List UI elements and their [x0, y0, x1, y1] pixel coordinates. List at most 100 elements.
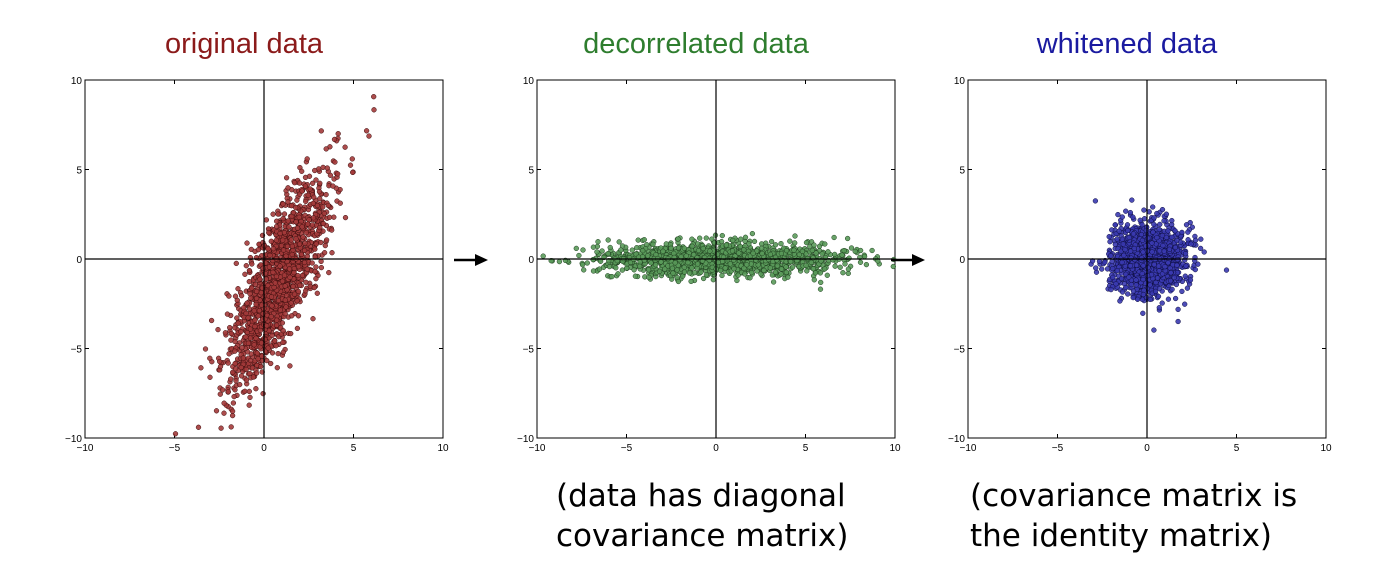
scatter-point	[691, 270, 698, 276]
scatter-point	[1109, 227, 1115, 233]
scatter-point	[294, 225, 301, 231]
scatter-point	[1116, 228, 1122, 234]
scatter-point	[1182, 257, 1188, 263]
y-tick-label: −10	[517, 434, 534, 445]
scatter-point	[1192, 237, 1199, 243]
scatter-point	[331, 136, 338, 143]
scatter-point	[296, 214, 302, 220]
scatter-point	[772, 269, 779, 275]
scatter-point	[1152, 288, 1159, 295]
scatter-point	[596, 266, 603, 272]
scatter-point	[869, 247, 875, 254]
scatter-point	[313, 177, 319, 183]
scatter-point	[202, 346, 209, 352]
scatter-point	[282, 297, 288, 303]
scatter-point	[318, 264, 325, 271]
scatter-point	[783, 264, 789, 270]
scatter-point	[750, 250, 756, 256]
scatter-point	[1188, 241, 1194, 247]
scatter-point	[831, 234, 837, 241]
scatter-point	[323, 237, 330, 243]
scatter-point	[832, 263, 838, 269]
scatter-point	[540, 253, 546, 259]
scatter-point	[265, 345, 271, 351]
scatter-point	[1160, 242, 1166, 249]
scatter-point	[660, 248, 666, 254]
scatter-point	[845, 266, 852, 272]
scatter-point	[279, 320, 286, 326]
scatter-point	[1138, 255, 1145, 261]
scatter-point	[298, 251, 305, 258]
scatter-point	[1156, 248, 1163, 254]
scatter-point	[274, 317, 280, 323]
scatter-point	[301, 259, 308, 266]
scatter-point	[1149, 240, 1155, 246]
scatter-point	[742, 234, 749, 240]
scatter-point	[239, 345, 245, 351]
x-tick-label: 0	[1144, 443, 1150, 454]
scatter-point	[1174, 262, 1180, 268]
scatter-point	[247, 394, 253, 401]
scatter-point	[294, 298, 300, 304]
scatter-point	[329, 250, 335, 256]
scatter-point	[1169, 217, 1175, 224]
scatter-point	[300, 234, 306, 240]
scatter-point	[580, 247, 586, 253]
scatter-point	[280, 349, 286, 355]
scatter-point	[579, 262, 586, 268]
scatter-point	[247, 357, 254, 364]
scatter-point	[1223, 267, 1230, 273]
scatter-point	[672, 260, 678, 266]
scatter-point	[631, 267, 637, 273]
scatter-point	[293, 236, 299, 242]
scatter-point	[689, 265, 695, 271]
scatter-point	[778, 266, 785, 272]
scatter-point	[1162, 264, 1168, 270]
scatter-point	[286, 224, 292, 230]
scatter-point	[785, 274, 791, 280]
scatter-point	[645, 267, 652, 273]
scatter-point	[305, 192, 311, 198]
scatter-point	[822, 266, 828, 272]
scatter-point	[289, 313, 295, 319]
scatter-point	[270, 269, 276, 275]
x-tick-label: −5	[1052, 443, 1064, 454]
scatter-point	[837, 264, 843, 270]
scatter-point	[653, 262, 659, 268]
scatter-point	[1112, 222, 1118, 228]
scatter-point	[283, 175, 290, 181]
scatter-point	[312, 246, 318, 252]
scatter-point	[284, 243, 291, 250]
scatter-point	[848, 245, 855, 251]
scatter-point	[299, 168, 305, 174]
scatter-point	[327, 172, 334, 178]
scatter-point	[637, 263, 643, 269]
scatter-point	[599, 248, 605, 254]
scatter-point	[241, 305, 247, 311]
scatter-point	[685, 259, 691, 266]
scatter-point	[295, 264, 302, 270]
scatter-point	[749, 230, 756, 237]
scatter-point	[825, 249, 831, 255]
scatter-point	[252, 281, 259, 288]
scatter-point	[1156, 268, 1162, 274]
scatter-point	[230, 369, 236, 375]
scatter-point	[812, 270, 819, 276]
scatter-point	[317, 180, 323, 186]
scatter-point	[280, 339, 286, 346]
scatter-point	[759, 250, 765, 257]
scatter-point	[747, 275, 753, 281]
scatter-point	[656, 268, 663, 274]
scatter-point	[228, 424, 234, 430]
scatter-point	[302, 240, 308, 246]
scatter-point	[260, 265, 266, 271]
scatter-point	[232, 348, 238, 354]
scatter-point	[258, 290, 264, 296]
scatter-point	[305, 221, 311, 227]
scatter-point	[863, 261, 870, 268]
scatter-point	[1185, 237, 1191, 243]
scatter-point	[280, 247, 287, 253]
x-tick-label: 5	[803, 443, 809, 454]
scatter-point	[822, 241, 828, 247]
scatter-point	[229, 412, 236, 419]
